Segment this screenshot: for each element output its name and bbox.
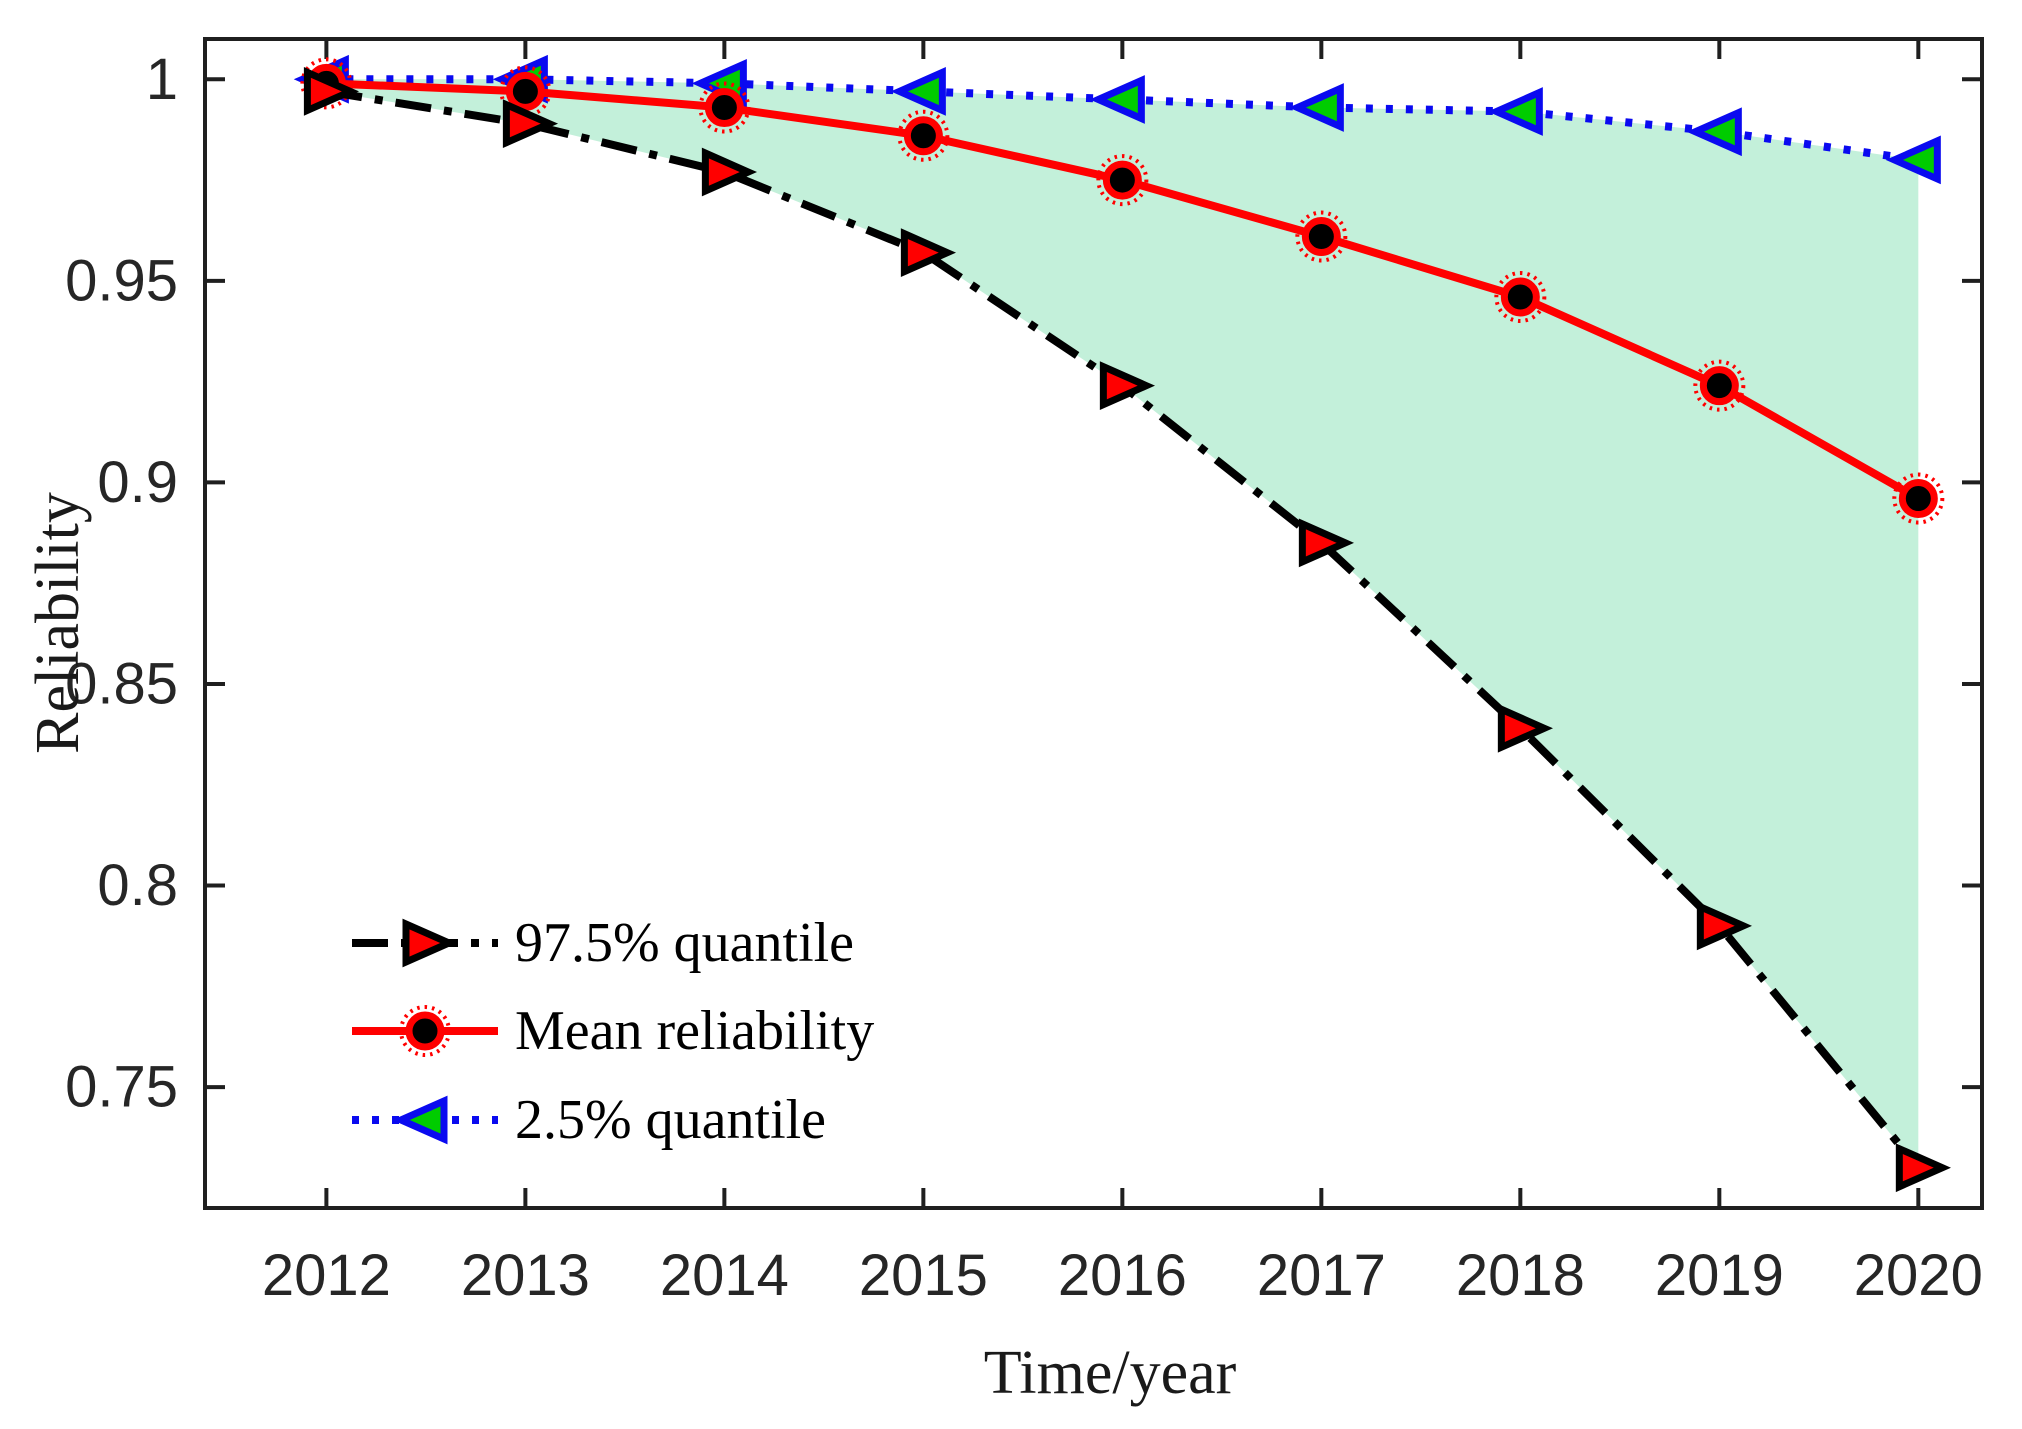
series-mean-reliability: [300, 57, 1945, 525]
axes-layer: 2012 2013 2014 2015 2016 2017 2018 2019 2020 0.75…: [65, 37, 1984, 1308]
x-tick-label: 2020: [1854, 1243, 1983, 1308]
mean-marker-ring: [499, 65, 552, 118]
x-tick-label: 2016: [1058, 1243, 1187, 1308]
triangle-right-marker: [900, 228, 957, 278]
series-layer: [293, 54, 1951, 1193]
x-tick-label: 2014: [660, 1243, 789, 1308]
y-tick-label: 0.95: [65, 248, 178, 313]
triangle-right-marker: [502, 99, 559, 149]
triangle-right-marker: [1099, 361, 1156, 411]
triangle-right-marker: [1895, 1143, 1951, 1193]
series-line: [326, 75, 1919, 164]
series-97-5-quantile: [303, 67, 1951, 1193]
y-tick-label: 0.85: [65, 651, 178, 716]
mean-marker-ring: [698, 81, 751, 134]
mean-marker: [903, 116, 943, 156]
y-axis-label: Reliability: [24, 492, 92, 754]
legend-item-mean-reliability: Mean reliability: [352, 1000, 874, 1062]
triangle-right-marker: [303, 67, 360, 116]
mean-marker-ring: [300, 57, 353, 110]
mean-marker: [704, 88, 744, 128]
legend: 97.5% quantile Mean reliability 2.5% quant…: [352, 912, 874, 1151]
mean-marker: [505, 71, 545, 111]
legend-item-97-5-quantile: 97.5% quantile: [352, 912, 854, 974]
mean-marker: [1500, 277, 1540, 317]
x-tick-label: 2017: [1257, 1243, 1386, 1308]
x-tick-label: 2012: [262, 1243, 391, 1308]
triangle-left-marker: [890, 67, 946, 116]
x-tick-label: 2019: [1655, 1243, 1784, 1308]
confidence-band-layer: [326, 79, 1919, 1168]
x-axis-label: Time/year: [984, 1339, 1237, 1407]
triangle-left-marker: [392, 1095, 448, 1145]
triangle-right-marker: [402, 918, 458, 968]
mean-marker-ring: [1693, 359, 1746, 412]
mean-marker: [1898, 479, 1938, 519]
y-tick-label: 0.9: [97, 450, 178, 515]
triangle-right-marker: [1497, 703, 1553, 753]
triangle-right-marker: [1696, 901, 1752, 951]
triangle-right-marker: [701, 147, 758, 197]
legend-label: 97.5% quantile: [515, 912, 854, 974]
y-tick-label: 0.8: [97, 853, 178, 918]
mean-marker: [1102, 160, 1142, 200]
triangle-left-marker: [1288, 83, 1344, 132]
x-tick-label: 2015: [859, 1243, 988, 1308]
y-tick-label: 1: [146, 47, 178, 112]
y-tick-label: 0.75: [65, 1055, 178, 1120]
legend-label: Mean reliability: [515, 1000, 874, 1062]
series-2-5-quantile: [293, 54, 1941, 185]
mean-marker: [1301, 217, 1341, 257]
legend-label: 2.5% quantile: [515, 1089, 826, 1151]
mean-marker-ring: [1096, 154, 1149, 207]
triangle-left-marker: [1686, 107, 1742, 157]
mean-marker-ring: [1494, 270, 1547, 323]
triangle-right-marker: [1298, 518, 1355, 568]
mean-marker: [1699, 366, 1739, 406]
x-tick-label: 2013: [461, 1243, 590, 1308]
triangle-left-marker: [1487, 87, 1543, 136]
x-tick-label: 2018: [1456, 1243, 1585, 1308]
triangle-left-marker: [1089, 75, 1145, 124]
mean-marker-ring: [897, 109, 950, 162]
triangle-left-marker: [1885, 135, 1941, 185]
axes-box: [203, 37, 1984, 1210]
confidence-band: [326, 79, 1919, 1168]
mean-marker-ring: [1295, 210, 1348, 263]
mean-marker-ring: [399, 1005, 451, 1057]
legend-item-2-5-quantile: 2.5% quantile: [352, 1089, 826, 1151]
mean-marker: [405, 1011, 445, 1051]
